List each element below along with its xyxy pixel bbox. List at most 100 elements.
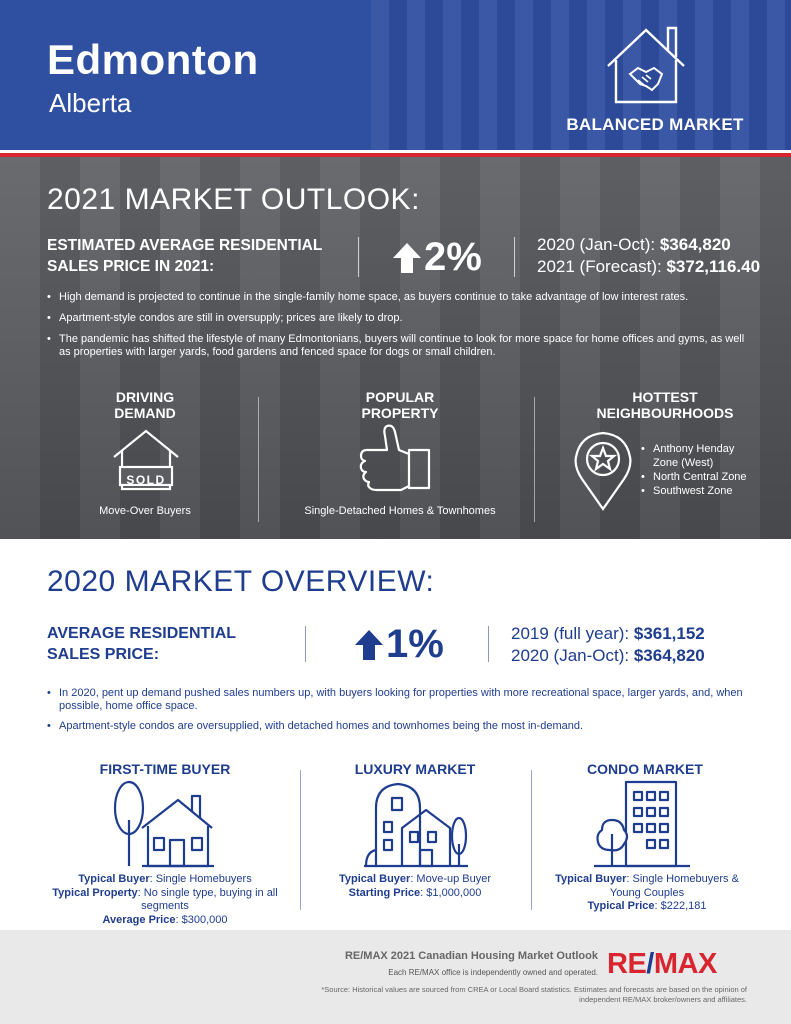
overview-bullets: In 2020, pent up demand pushed sales num… xyxy=(47,687,747,740)
footer-source-note: *Source: Historical values are sourced f… xyxy=(321,985,747,1004)
list-item: Apartment-style condos are still in over… xyxy=(47,312,747,325)
column-divider xyxy=(258,397,259,522)
logo-slash: / xyxy=(646,948,654,980)
outlook-price-2020-label: 2020 (Jan-Oct): xyxy=(537,235,656,254)
outlook-price-2020: 2020 (Jan-Oct): $364,820 xyxy=(537,235,731,255)
popular-property-caption: Single-Detached Homes & Townhomes xyxy=(304,505,496,517)
detail-key: Typical Property xyxy=(52,886,138,899)
overview-title: 2020 MARKET OVERVIEW: xyxy=(47,565,435,598)
hottest-title-line1: HOTTEST xyxy=(632,389,698,405)
detail-value: : Single Homebuyers xyxy=(149,873,252,885)
first-time-buyer-details: Typical Buyer: Single Homebuyers Typical… xyxy=(38,873,292,927)
detail-key: Typical Buyer xyxy=(338,873,411,885)
segment-divider xyxy=(531,770,532,910)
outlook-price-2021-value: $372,116.40 xyxy=(666,257,761,276)
list-item-continued: Zone (West) xyxy=(641,456,747,470)
popular-property-title: POPULAR PROPERTY xyxy=(310,389,490,421)
house-sold-icon xyxy=(113,429,179,491)
overview-divider-right xyxy=(488,626,489,662)
overview-label-line1: AVERAGE RESIDENTIAL xyxy=(47,625,237,642)
header-stripe-red xyxy=(0,153,791,157)
logo-part: MAX xyxy=(653,948,717,980)
overview-label-line2: SALES PRICE: xyxy=(47,646,160,663)
popular-property-title-line2: PROPERTY xyxy=(361,405,439,421)
outlook-price-2020-value: $364,820 xyxy=(659,235,731,254)
luxury-market-line1: Typical Buyer: Move-up Buyer xyxy=(300,873,530,887)
overview-price-2020-label: 2020 (Jan-Oct): xyxy=(511,646,630,665)
luxury-market-details: Typical Buyer: Move-up Buyer Starting Pr… xyxy=(300,873,530,900)
overview-price-2019-label: 2019 (full year): xyxy=(511,624,630,643)
detail-value: : No single type, buying in all segments xyxy=(137,886,278,913)
market-status-badge: BALANCED MARKET xyxy=(566,115,744,134)
house-tree-icon xyxy=(113,780,214,868)
outlook-price-2021-label: 2021 (Forecast): xyxy=(537,257,662,276)
outlook-label: ESTIMATED AVERAGE RESIDENTIAL SALES PRIC… xyxy=(47,237,323,275)
detail-value: : $1,000,000 xyxy=(420,886,482,899)
sold-sign-text: SOLD xyxy=(126,473,166,487)
detail-value: : $300,000 xyxy=(175,913,228,926)
footer-disclaimer: Each RE/MAX office is independently owne… xyxy=(388,968,598,977)
city-title: Edmonton xyxy=(47,36,259,83)
first-time-buyer-line3: Average Price: $300,000 xyxy=(38,914,292,928)
header-texture xyxy=(371,0,791,150)
overview-price-2020-value: $364,820 xyxy=(633,646,705,665)
footer: RE/MAX 2021 Canadian Housing Market Outl… xyxy=(0,930,791,1024)
outlook-title: 2021 MARKET OUTLOOK: xyxy=(47,183,420,216)
driving-demand-title-line1: DRIVING xyxy=(115,389,175,405)
hottest-title-line2: NEIGHBOURHOODS xyxy=(596,405,734,421)
luxury-market-title: LUXURY MARKET xyxy=(354,761,476,777)
column-divider xyxy=(534,397,535,522)
detail-key: Typical Buyer xyxy=(78,873,150,885)
remax-logo: RE/MAX xyxy=(607,948,717,981)
detail-key: Average Price xyxy=(102,913,176,926)
outlook-change: 2% xyxy=(424,235,482,279)
province-subtitle: Alberta xyxy=(49,88,132,118)
header-banner: Edmonton Alberta BALANCED MARKET xyxy=(0,0,791,150)
outlook-bullets: High demand is projected to continue in … xyxy=(47,291,747,367)
overview-price-2019: 2019 (full year): $361,152 xyxy=(511,624,705,644)
list-item: Southwest Zone xyxy=(641,484,747,498)
list-item: Apartment-style condos are oversupplied,… xyxy=(47,720,747,733)
overview-price-2020: 2020 (Jan-Oct): $364,820 xyxy=(511,646,705,666)
hottest-neighbourhoods-title: HOTTEST NEIGHBOURHOODS xyxy=(580,389,750,421)
condo-market-details: Typical Buyer: Single Homebuyers & Young… xyxy=(543,873,751,914)
condo-market-line2: Typical Price: $222,181 xyxy=(543,900,751,914)
detail-value: : Move-up Buyer xyxy=(410,873,492,885)
segment-divider xyxy=(300,770,301,910)
list-item-text: Zone (West) xyxy=(653,457,714,469)
driving-demand-title: DRIVING DEMAND xyxy=(60,389,230,421)
list-item: High demand is projected to continue in … xyxy=(47,291,747,304)
thumbs-up-icon xyxy=(359,424,431,492)
house-handshake-icon xyxy=(607,26,685,104)
popular-property-title-line1: POPULAR xyxy=(365,389,435,405)
outlook-divider-left xyxy=(358,237,359,277)
detail-key: Typical Buyer xyxy=(555,873,627,885)
outlook-divider-right xyxy=(514,237,515,277)
driving-demand-title-line2: DEMAND xyxy=(114,405,176,421)
luxury-home-icon xyxy=(364,782,468,868)
header-stripe-white xyxy=(0,150,791,153)
detail-key: Typical Price xyxy=(587,900,655,912)
first-time-buyer-line2: Typical Property: No single type, buying… xyxy=(38,887,292,914)
overview-price-2019-value: $361,152 xyxy=(633,624,705,643)
detail-value: : $222,181 xyxy=(654,900,707,912)
list-item: In 2020, pent up demand pushed sales num… xyxy=(47,687,747,713)
first-time-buyer-title: FIRST-TIME BUYER xyxy=(99,761,231,777)
arrow-up-icon xyxy=(393,243,421,273)
driving-demand-caption: Move-Over Buyers xyxy=(99,505,191,517)
condo-market-title: CONDO MARKET xyxy=(587,761,703,777)
logo-part: RE xyxy=(607,948,647,980)
condo-market-line1: Typical Buyer: Single Homebuyers & Young… xyxy=(543,873,751,900)
overview-change: 1% xyxy=(386,622,444,666)
hottest-neighbourhoods-list: Anthony Henday Zone (West) North Central… xyxy=(641,442,747,498)
condo-building-icon xyxy=(594,780,690,868)
outlook-section: 2021 MARKET OUTLOOK: ESTIMATED AVERAGE R… xyxy=(0,157,791,539)
detail-key: Starting Price xyxy=(348,886,421,899)
luxury-market-line2: Starting Price: $1,000,000 xyxy=(300,887,530,901)
overview-divider-left xyxy=(305,626,306,662)
overview-label: AVERAGE RESIDENTIAL SALES PRICE: xyxy=(47,623,287,665)
first-time-buyer-line1: Typical Buyer: Single Homebuyers xyxy=(38,873,292,887)
map-pin-star-icon xyxy=(574,431,632,511)
detail-value: : Single Homebuyers & Young Couples xyxy=(609,873,739,899)
list-item: Anthony Henday xyxy=(641,442,747,456)
